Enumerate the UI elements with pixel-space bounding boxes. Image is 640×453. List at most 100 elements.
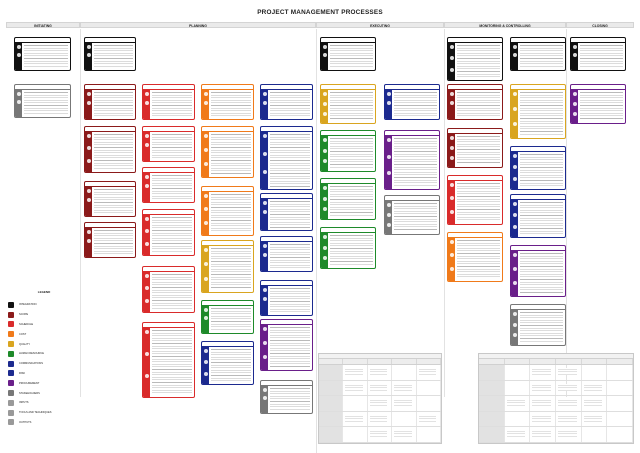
process-card-content [330, 185, 373, 217]
legend-label: RISK [19, 371, 26, 375]
legend-swatch [8, 321, 14, 328]
process-group-icon [203, 194, 208, 198]
table-title [479, 354, 633, 359]
process-group-icon [449, 196, 454, 201]
process-card-content [394, 137, 437, 187]
process-card [260, 126, 313, 190]
process-card-side-bar [85, 186, 92, 216]
table-row [479, 427, 634, 443]
process-card [260, 236, 313, 272]
process-group-icon [144, 274, 149, 278]
process-card [510, 84, 566, 139]
legend-swatch [8, 419, 14, 426]
process-card-header [85, 182, 135, 187]
process-card-header [143, 210, 194, 215]
process-group-icon [386, 203, 391, 207]
process-card-side-bar [385, 89, 392, 119]
process-card-side-bar [85, 89, 92, 119]
column-divider [80, 29, 81, 397]
process-card [84, 181, 136, 217]
process-card-side-bar [202, 305, 209, 333]
process-group-icon [16, 92, 21, 96]
process-card-side-bar [202, 346, 209, 384]
legend-swatch [8, 341, 14, 348]
process-card-header [321, 228, 375, 233]
process-card-side-bar [261, 198, 268, 230]
process-group-icon [386, 213, 391, 217]
process-card-content [330, 91, 373, 121]
process-card-side-bar [321, 183, 328, 219]
process-group-icon [144, 352, 149, 356]
process-group-icon [449, 136, 454, 140]
process-group-icon [322, 186, 327, 190]
process-card [320, 178, 376, 220]
process-group-icon [449, 183, 454, 187]
legend-label: OUTPUTS [19, 420, 32, 424]
legend-swatch [8, 350, 14, 357]
process-group-icon [572, 92, 577, 96]
process-card [84, 222, 136, 258]
process-group-icon [86, 134, 91, 138]
process-group-icon [322, 196, 327, 201]
process-group-icon [262, 296, 267, 301]
legend-item: OUTPUTS [8, 418, 80, 428]
process-card-content [457, 239, 500, 279]
process-card-side-bar [511, 151, 518, 189]
legend-item: SCOPE [8, 310, 80, 320]
process-card-side-bar [85, 131, 92, 172]
process-card [570, 84, 626, 124]
process-group-icon [322, 148, 327, 153]
process-group-icon [572, 45, 577, 49]
process-card [384, 130, 440, 190]
process-group-icon [16, 53, 21, 57]
process-group-icon [449, 266, 454, 271]
process-group-icon [512, 107, 517, 111]
process-card [201, 186, 254, 236]
table-header [319, 359, 442, 365]
legend-item: COST [8, 329, 80, 339]
process-card-header [321, 179, 375, 184]
process-card-header [15, 38, 70, 43]
process-group-icon [203, 262, 208, 267]
process-card-side-bar [143, 214, 150, 255]
process-card-header [385, 85, 439, 90]
process-card-header [511, 305, 565, 310]
process-card-side-bar [143, 172, 150, 202]
process-card [260, 280, 313, 316]
process-card [142, 84, 195, 120]
table-row [319, 380, 442, 396]
process-card [384, 195, 440, 235]
process-group-icon [262, 92, 267, 96]
legend-label: COST [19, 332, 27, 336]
process-group-icon [203, 316, 208, 320]
process-group-icon [512, 53, 517, 57]
process-group-icon [322, 159, 327, 164]
phase-header-initiating: INITIATING [6, 22, 80, 28]
legend-title: LEGEND [37, 290, 51, 294]
process-card-header [202, 241, 253, 246]
process-card [201, 126, 254, 178]
process-card-side-bar [143, 327, 150, 397]
process-card-content [211, 133, 251, 175]
process-card-side-bar [448, 42, 455, 80]
process-card-content [330, 44, 373, 68]
process-card-side-bar [321, 135, 328, 171]
table-header [479, 359, 634, 365]
process-card-side-bar [448, 89, 455, 119]
process-group-icon [512, 176, 517, 181]
process-card [201, 240, 254, 293]
process-card-content [520, 153, 563, 187]
process-group-icon [572, 53, 577, 57]
process-card-side-bar [85, 42, 92, 70]
table-row [319, 411, 442, 427]
phase-header-executing: EXECUTING [316, 22, 444, 28]
legend-item: TOOLS AND TECHNIQUES [8, 408, 80, 418]
process-group-icon [572, 102, 577, 106]
legend-swatch [8, 390, 14, 397]
legend-label: COMMUNICATIONS [19, 362, 44, 366]
table-row [479, 396, 634, 412]
process-card-header [202, 342, 253, 347]
legend-label: STAKEHOLDERS [19, 391, 40, 395]
process-card-header [202, 301, 253, 306]
legend-swatch [8, 331, 14, 338]
